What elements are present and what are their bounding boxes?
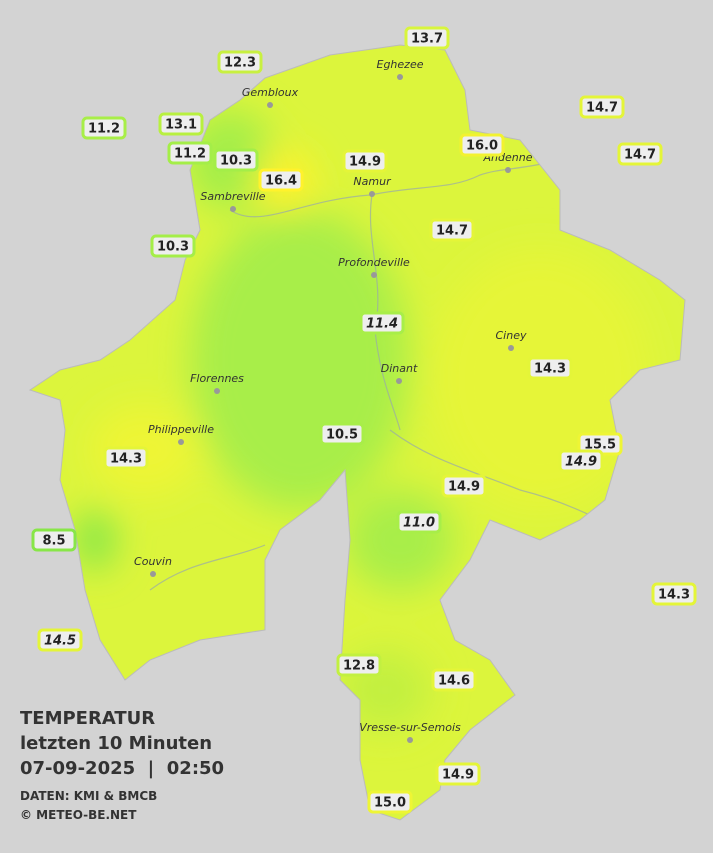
town-dot	[505, 167, 511, 173]
station-box	[651, 582, 697, 606]
station-value: 14.9	[349, 155, 381, 170]
town-name: Gembloux	[242, 86, 299, 99]
town-dot	[369, 191, 375, 197]
town-dot	[508, 345, 514, 351]
town-name: Couvin	[134, 555, 172, 568]
town-dot	[230, 206, 236, 212]
station-box	[213, 148, 259, 172]
source: DATEN: KMI & BMCB	[20, 789, 157, 803]
station-box	[404, 26, 450, 50]
town-name: Eghezee	[377, 58, 424, 71]
station-value: 14.9	[448, 480, 480, 495]
station-box	[359, 311, 405, 335]
station-box	[103, 446, 149, 470]
town-dot	[150, 571, 156, 577]
station-value: 14.5	[44, 634, 76, 649]
town-name: Dinant	[381, 362, 418, 375]
station-value: 15.0	[374, 796, 406, 811]
station-value: 14.3	[534, 362, 566, 377]
station-value: 8.5	[42, 534, 65, 549]
station-box	[367, 790, 413, 814]
station-value: 10.3	[220, 154, 252, 169]
station-box	[37, 628, 83, 652]
towns: EghezeeGemblouxAndenneNamurSambrevillePr…	[134, 58, 533, 743]
town-dot	[178, 439, 184, 445]
town-dot	[371, 272, 377, 278]
station-box	[579, 95, 625, 119]
station-value: 10.5	[326, 428, 358, 443]
station-box	[431, 668, 477, 692]
town-dot	[214, 388, 220, 394]
station-box	[81, 116, 127, 140]
station-box	[396, 510, 442, 534]
station-box	[459, 133, 505, 157]
station-box	[342, 149, 388, 173]
title: TEMPERATUR	[20, 708, 155, 729]
station-box	[441, 474, 487, 498]
station-value: 16.0	[466, 139, 498, 154]
period: letzten 10 Minuten	[20, 733, 212, 754]
station-value: 12.8	[343, 659, 375, 674]
station-value: 11.0	[403, 516, 435, 531]
station-value: 11.2	[88, 122, 120, 137]
town-name: Florennes	[190, 372, 244, 385]
town-dot	[396, 378, 402, 384]
station-value: 13.1	[165, 118, 197, 133]
town-name: Ciney	[496, 329, 527, 342]
station-box	[336, 653, 382, 677]
station-value: 11.2	[174, 147, 206, 162]
stations: 13.7 12.3 14.7 11.2 13.1 16.0 14.7 11.2 10.3 14.9…	[31, 26, 697, 814]
station-box	[217, 50, 263, 74]
town-dot	[267, 102, 273, 108]
station-value: 14.9	[565, 455, 597, 470]
datetime: 07-09-2025 | 02:50	[20, 758, 224, 779]
station-value: 14.3	[658, 588, 690, 603]
town-name: Sambreville	[200, 190, 265, 203]
copyright: © METEO-BE.NET	[20, 808, 137, 822]
station-value: 14.3	[110, 452, 142, 467]
station-box	[258, 168, 304, 192]
station-value: 11.4	[366, 317, 398, 332]
station-value: 15.5	[584, 438, 616, 453]
station-value: 14.7	[624, 148, 656, 163]
station-box	[617, 142, 663, 166]
station-box	[527, 356, 573, 380]
town-name: Profondeville	[338, 256, 410, 269]
station-value: 14.6	[438, 674, 470, 689]
station-value: 10.3	[157, 240, 189, 255]
town-name: Namur	[353, 175, 392, 188]
station-value: 13.7	[411, 32, 443, 47]
station-box	[429, 218, 475, 242]
town-name: Vresse-sur-Semois	[359, 721, 461, 734]
station-value: 16.4	[265, 174, 297, 189]
station-box	[167, 141, 213, 165]
station-box	[150, 234, 196, 258]
station-value: 14.9	[442, 768, 474, 783]
station-value: 12.3	[224, 56, 256, 71]
station-value: 14.7	[586, 101, 618, 116]
station-box	[558, 449, 604, 473]
station-box	[319, 422, 365, 446]
station-box	[435, 762, 481, 786]
station-box	[31, 528, 77, 552]
town-dot	[397, 74, 403, 80]
town-dot	[407, 737, 413, 743]
station-box	[158, 112, 204, 136]
town-name: Philippeville	[148, 423, 214, 436]
station-value: 14.7	[436, 224, 468, 239]
